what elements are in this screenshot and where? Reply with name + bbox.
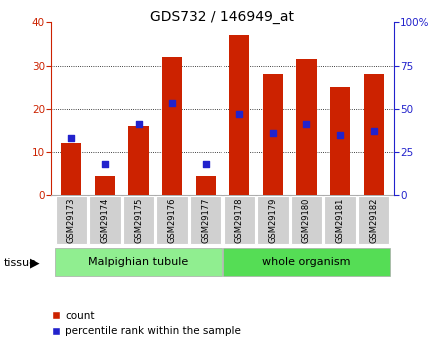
- Text: GSM29175: GSM29175: [134, 197, 143, 243]
- Point: [236, 111, 243, 117]
- Bar: [95, 176, 115, 195]
- Text: GSM29181: GSM29181: [336, 197, 344, 243]
- FancyBboxPatch shape: [123, 196, 154, 244]
- Bar: [296, 59, 316, 195]
- Text: GSM29179: GSM29179: [268, 197, 277, 243]
- FancyBboxPatch shape: [257, 196, 289, 244]
- Bar: [129, 126, 149, 195]
- Text: tissue: tissue: [4, 258, 36, 268]
- Legend: count, percentile rank within the sample: count, percentile rank within the sample: [52, 311, 241, 336]
- Bar: [196, 176, 216, 195]
- FancyBboxPatch shape: [291, 196, 322, 244]
- FancyBboxPatch shape: [190, 196, 222, 244]
- FancyBboxPatch shape: [358, 196, 389, 244]
- Text: GSM29173: GSM29173: [67, 197, 76, 243]
- Point: [269, 130, 276, 136]
- Point: [169, 101, 176, 106]
- Text: GSM29178: GSM29178: [235, 197, 244, 243]
- Text: ▶: ▶: [30, 256, 40, 269]
- Text: GSM29182: GSM29182: [369, 197, 378, 243]
- Point: [101, 161, 109, 167]
- Text: GSM29174: GSM29174: [101, 197, 109, 243]
- Bar: [229, 35, 249, 195]
- Text: GSM29176: GSM29176: [168, 197, 177, 243]
- FancyBboxPatch shape: [156, 196, 188, 244]
- Bar: [263, 74, 283, 195]
- Point: [370, 128, 377, 134]
- FancyBboxPatch shape: [223, 196, 255, 244]
- FancyBboxPatch shape: [223, 248, 390, 276]
- FancyBboxPatch shape: [56, 196, 87, 244]
- Point: [202, 161, 209, 167]
- Text: Malpighian tubule: Malpighian tubule: [89, 257, 189, 267]
- Bar: [162, 57, 182, 195]
- Text: GSM29177: GSM29177: [201, 197, 210, 243]
- Text: whole organism: whole organism: [262, 257, 351, 267]
- Text: GSM29180: GSM29180: [302, 197, 311, 243]
- Bar: [61, 143, 81, 195]
- FancyBboxPatch shape: [89, 196, 121, 244]
- Point: [68, 135, 75, 141]
- Point: [303, 121, 310, 127]
- Bar: [364, 74, 384, 195]
- Point: [336, 132, 344, 137]
- Text: GDS732 / 146949_at: GDS732 / 146949_at: [150, 10, 295, 24]
- FancyBboxPatch shape: [55, 248, 222, 276]
- FancyBboxPatch shape: [324, 196, 356, 244]
- Point: [135, 121, 142, 127]
- Bar: [330, 87, 350, 195]
